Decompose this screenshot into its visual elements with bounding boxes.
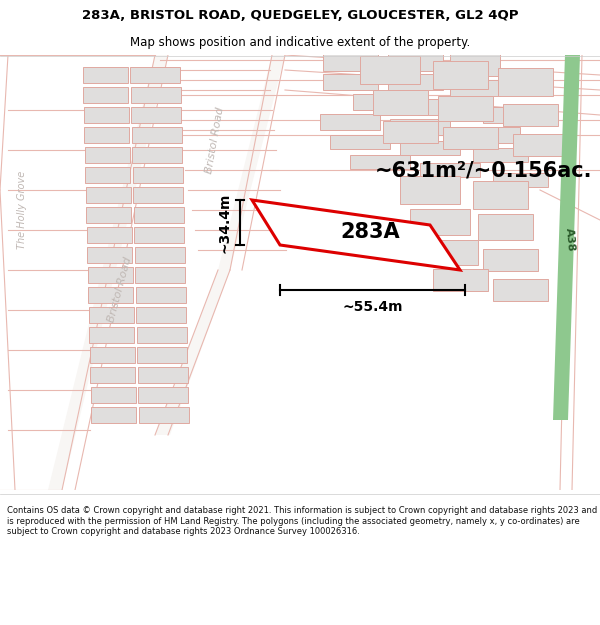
Polygon shape bbox=[400, 176, 460, 204]
Polygon shape bbox=[390, 119, 450, 135]
Polygon shape bbox=[482, 249, 538, 271]
Polygon shape bbox=[135, 267, 185, 283]
Polygon shape bbox=[84, 127, 129, 143]
Polygon shape bbox=[83, 87, 128, 103]
Text: ~55.4m: ~55.4m bbox=[342, 300, 403, 314]
Text: A38: A38 bbox=[564, 228, 576, 253]
Polygon shape bbox=[388, 74, 443, 90]
Polygon shape bbox=[91, 387, 136, 403]
Polygon shape bbox=[418, 99, 473, 115]
Polygon shape bbox=[388, 49, 443, 71]
Polygon shape bbox=[360, 56, 420, 84]
Polygon shape bbox=[83, 67, 128, 83]
Polygon shape bbox=[493, 279, 548, 301]
Polygon shape bbox=[136, 307, 186, 323]
Polygon shape bbox=[323, 74, 377, 90]
Polygon shape bbox=[89, 347, 134, 363]
Polygon shape bbox=[350, 155, 410, 169]
Polygon shape bbox=[134, 227, 184, 243]
Polygon shape bbox=[400, 141, 460, 155]
Polygon shape bbox=[437, 96, 493, 121]
Polygon shape bbox=[88, 287, 133, 303]
Text: 283A: 283A bbox=[340, 222, 400, 242]
Polygon shape bbox=[89, 307, 133, 323]
Polygon shape bbox=[133, 207, 184, 223]
Polygon shape bbox=[86, 207, 131, 223]
Polygon shape bbox=[460, 127, 520, 143]
Text: 283A, BRISTOL ROAD, QUEDGELEY, GLOUCESTER, GL2 4QP: 283A, BRISTOL ROAD, QUEDGELEY, GLOUCESTE… bbox=[82, 9, 518, 22]
Polygon shape bbox=[493, 173, 548, 187]
Text: ~34.4m: ~34.4m bbox=[218, 192, 232, 253]
Polygon shape bbox=[443, 127, 497, 149]
Polygon shape bbox=[89, 327, 134, 343]
Polygon shape bbox=[252, 200, 460, 270]
Polygon shape bbox=[131, 107, 181, 123]
Polygon shape bbox=[473, 181, 527, 209]
Polygon shape bbox=[450, 80, 500, 96]
Polygon shape bbox=[320, 114, 380, 130]
Polygon shape bbox=[88, 267, 133, 283]
Polygon shape bbox=[482, 107, 538, 123]
Polygon shape bbox=[473, 148, 527, 162]
Polygon shape bbox=[86, 187, 131, 203]
Polygon shape bbox=[553, 55, 580, 420]
Text: Bristol Road: Bristol Road bbox=[204, 106, 226, 174]
Polygon shape bbox=[131, 127, 182, 143]
Polygon shape bbox=[373, 89, 427, 114]
Polygon shape bbox=[497, 68, 553, 96]
Polygon shape bbox=[323, 49, 377, 71]
Polygon shape bbox=[138, 387, 188, 403]
Polygon shape bbox=[410, 209, 470, 235]
Polygon shape bbox=[433, 269, 487, 291]
Text: ~631m²/~0.156ac.: ~631m²/~0.156ac. bbox=[375, 160, 593, 180]
Polygon shape bbox=[420, 163, 480, 177]
Polygon shape bbox=[87, 247, 132, 263]
Polygon shape bbox=[133, 187, 183, 203]
Text: Contains OS data © Crown copyright and database right 2021. This information is : Contains OS data © Crown copyright and d… bbox=[7, 506, 598, 536]
Polygon shape bbox=[218, 55, 285, 270]
Polygon shape bbox=[450, 54, 500, 76]
Polygon shape bbox=[134, 247, 185, 263]
Polygon shape bbox=[90, 367, 135, 383]
Polygon shape bbox=[83, 107, 128, 123]
Polygon shape bbox=[86, 227, 131, 243]
Polygon shape bbox=[139, 407, 188, 423]
Polygon shape bbox=[131, 87, 181, 103]
Polygon shape bbox=[137, 347, 187, 363]
Polygon shape bbox=[137, 327, 187, 343]
Polygon shape bbox=[133, 167, 182, 183]
Polygon shape bbox=[137, 367, 187, 383]
Polygon shape bbox=[512, 134, 568, 156]
Polygon shape bbox=[85, 147, 130, 163]
Polygon shape bbox=[503, 104, 557, 126]
Polygon shape bbox=[48, 55, 168, 490]
Polygon shape bbox=[353, 94, 407, 110]
Polygon shape bbox=[136, 287, 185, 303]
Polygon shape bbox=[433, 61, 487, 89]
Text: Bristol Road: Bristol Road bbox=[106, 256, 134, 324]
Polygon shape bbox=[85, 167, 130, 183]
Polygon shape bbox=[422, 239, 478, 264]
Polygon shape bbox=[383, 121, 437, 143]
Text: The Holly Grove: The Holly Grove bbox=[17, 171, 27, 249]
Polygon shape bbox=[132, 147, 182, 163]
Polygon shape bbox=[330, 135, 390, 149]
Text: Map shows position and indicative extent of the property.: Map shows position and indicative extent… bbox=[130, 36, 470, 49]
Polygon shape bbox=[155, 270, 230, 435]
Polygon shape bbox=[478, 214, 533, 240]
Polygon shape bbox=[91, 407, 136, 423]
Polygon shape bbox=[130, 67, 180, 83]
